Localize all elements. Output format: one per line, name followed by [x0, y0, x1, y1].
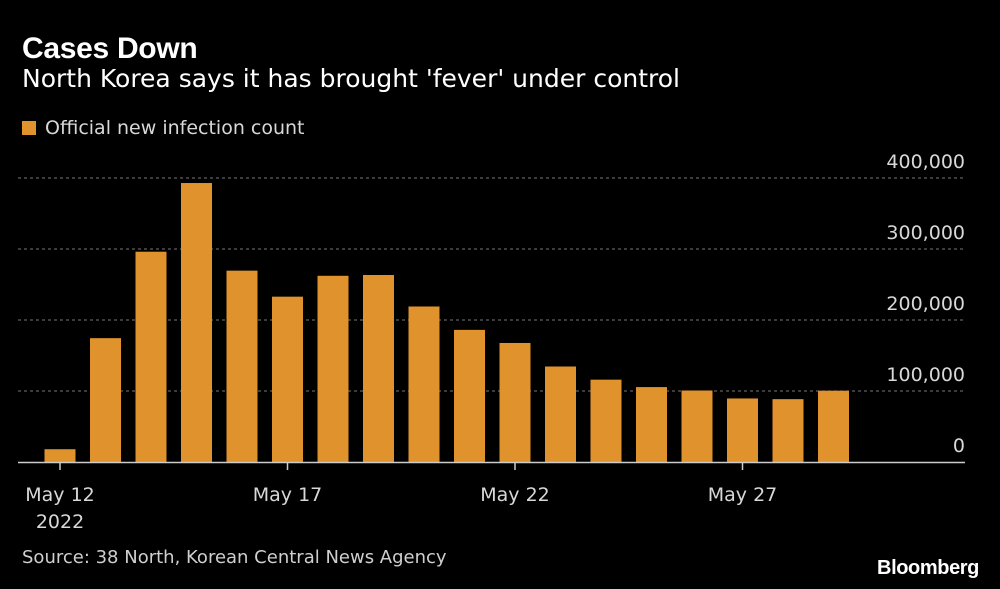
bar [772, 399, 804, 462]
legend-label: Official new infection count [45, 117, 305, 139]
y-tick-label: 0 [953, 435, 965, 457]
chart-title: Cases Down [22, 32, 198, 65]
chart-subtitle: North Korea says it has brought 'fever' … [22, 64, 680, 93]
bar [226, 270, 258, 462]
bar [317, 275, 349, 462]
bar [545, 366, 576, 462]
bar [135, 251, 167, 462]
y-tick-labels: 0 100,000 200,000 300,000 400,000 [886, 151, 965, 457]
bar [818, 390, 849, 462]
y-tick-label: 100,000 [886, 364, 965, 386]
bar [454, 329, 485, 462]
y-tick-label: 200,000 [886, 293, 965, 315]
bar [90, 338, 121, 462]
bar [727, 398, 758, 462]
bar [408, 306, 440, 462]
legend: Official new infection count [22, 117, 305, 139]
bars [44, 183, 849, 462]
bar [681, 390, 713, 462]
bloomberg-logo: Bloomberg [877, 557, 979, 579]
grid-lines [18, 177, 965, 392]
x-axis: May 12 2022 May 17 May 22 May 27 [18, 461, 965, 533]
x-tick-label: May 17 [253, 484, 323, 506]
bar [590, 379, 622, 462]
y-tick-label: 300,000 [886, 222, 965, 244]
x-tick-sublabel: 2022 [36, 511, 84, 533]
bar [363, 275, 394, 462]
legend-swatch [22, 121, 36, 135]
bar [181, 183, 212, 462]
x-tick-label: May 12 [25, 484, 95, 506]
bar [636, 387, 667, 462]
y-tick-label: 400,000 [886, 151, 965, 173]
bar [272, 296, 303, 462]
bar [44, 449, 76, 462]
x-tick-label: May 27 [708, 484, 778, 506]
source-note: Source: 38 North, Korean Central News Ag… [22, 547, 447, 568]
bar [499, 342, 531, 462]
x-tick-label: May 22 [480, 484, 550, 506]
